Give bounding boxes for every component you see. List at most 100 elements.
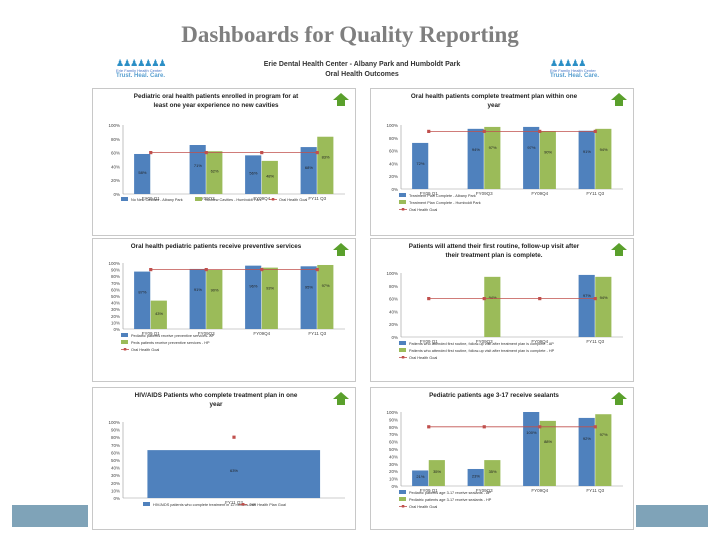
logo-left-name: Erie Family Health Center	[116, 68, 162, 73]
y-tick-label: 80%	[389, 136, 398, 141]
goal-marker	[538, 129, 542, 133]
chart-no-new-cavities: Pediatric oral health patients enrolled …	[108, 93, 349, 202]
green-up-arrow-icon	[611, 243, 627, 256]
y-tick-label: 90%	[111, 268, 120, 273]
bar-data-label: 88%	[544, 439, 552, 444]
bar-data-label: 71%	[194, 163, 202, 168]
legend-swatch	[121, 340, 128, 344]
y-tick-label: 30%	[111, 307, 120, 312]
bar-data-label: 94%	[489, 295, 497, 300]
goal-marker	[593, 425, 597, 429]
bar	[147, 450, 321, 498]
y-tick-label: 20%	[389, 174, 398, 179]
y-tick-label: 40%	[111, 466, 120, 471]
bar	[578, 274, 595, 337]
legend-label: Patients who attended first routine, fol…	[409, 349, 555, 353]
y-tick-label: 100%	[386, 123, 398, 128]
legend-goal-marker	[401, 356, 405, 359]
goal-marker	[315, 268, 319, 272]
chart-title-line: their treatment plan is complete.	[446, 252, 543, 259]
bar	[539, 131, 556, 189]
bar-data-label: 90%	[544, 149, 552, 154]
x-tick-label: FY09 Q1	[420, 488, 439, 493]
y-tick-label: 60%	[111, 151, 120, 156]
bar-data-label: 97%	[527, 145, 535, 150]
legend-label: HIV/AIDS patients who complete treatment…	[153, 503, 256, 507]
bar	[134, 271, 151, 329]
legend-goal-marker	[271, 198, 275, 201]
bar	[484, 126, 501, 189]
bar	[523, 412, 540, 486]
y-tick-label: 20%	[111, 481, 120, 486]
goal-marker	[427, 129, 431, 133]
legend-goal-marker	[401, 208, 405, 211]
y-tick-label: 100%	[108, 420, 120, 425]
goal-marker	[149, 268, 153, 272]
bar	[467, 128, 484, 189]
y-tick-label: 40%	[389, 309, 398, 314]
x-tick-label: FY09Q4	[253, 196, 270, 201]
goal-marker	[538, 297, 542, 301]
x-tick-label: FY11 Q3	[586, 339, 604, 344]
logo-right: ♟♟♟♟♟ Erie Family Health Center Trust. H…	[550, 58, 618, 84]
x-tick-label: FY09Q4	[253, 331, 270, 336]
bar	[206, 269, 223, 329]
bar-data-label: 97%	[583, 293, 591, 298]
logo-left: ♟♟♟♟♟♟♟ Erie Family Health Center Trust.…	[116, 58, 184, 84]
legend-swatch	[121, 197, 128, 201]
x-tick-label: FY09Q3	[198, 331, 215, 336]
slide-title: Dashboards for Quality Reporting	[181, 22, 519, 47]
legend-label: Treatment Plan Complete - Humboldt Park	[409, 201, 481, 205]
y-tick-label: 90%	[111, 428, 120, 433]
document-subtitle: Oral Health Outcomes	[325, 71, 399, 78]
x-tick-label: FY09Q3	[476, 488, 493, 493]
y-tick-label: 0%	[391, 335, 398, 340]
green-up-arrow-icon	[611, 93, 627, 106]
bar	[150, 300, 167, 329]
chart-treatment-plan: Oral health patients complete treatment …	[386, 93, 627, 212]
legend-label: Oral Health Goal	[131, 348, 159, 352]
chart-panel-no-new-cavities: Pediatric oral health patients enrolled …	[92, 88, 356, 236]
bar-data-label: 91%	[194, 287, 202, 292]
bar-data-label: 56%	[249, 171, 257, 176]
legend-goal-marker	[241, 503, 245, 506]
bar	[578, 417, 595, 486]
bar	[261, 267, 278, 329]
bar	[261, 160, 278, 194]
x-tick-label: FY11 Q3	[308, 331, 326, 336]
y-tick-label: 40%	[389, 454, 398, 459]
bar-data-label: 83%	[322, 155, 330, 160]
bar	[317, 136, 334, 194]
x-tick-label: FY09Q4	[531, 339, 548, 344]
x-tick-label: FY11 Q3	[586, 191, 604, 196]
bar-data-label: 94%	[472, 147, 480, 152]
bar	[317, 264, 334, 329]
x-tick-label: FY09Q4	[531, 488, 548, 493]
goal-marker	[260, 268, 264, 272]
legend-label: Oral Health Plan Goal	[249, 503, 286, 507]
chart-title-line: HIV/AIDS Patients who complete treatment…	[135, 392, 298, 399]
x-tick-label: FY09Q3	[476, 191, 493, 196]
legend-label: Oral Health Goal	[409, 208, 437, 212]
bar-data-label: 92%	[583, 436, 591, 441]
bar	[484, 276, 501, 337]
bar-data-label: 90%	[211, 288, 219, 293]
bar-data-label: 63%	[230, 468, 238, 473]
y-tick-label: 0%	[113, 192, 120, 197]
bar	[595, 414, 612, 486]
logo-right-tagline: Trust. Heal. Care.	[550, 73, 600, 79]
chart-title-line: Oral health patients complete treatment …	[411, 93, 578, 100]
y-tick-label: 100%	[386, 410, 398, 415]
y-tick-label: 100%	[386, 271, 398, 276]
x-tick-label: FY11 Q3	[225, 500, 243, 505]
chart-sealants: Pediatric patients age 3-17 receive seal…	[386, 392, 627, 509]
y-tick-label: 80%	[111, 274, 120, 279]
x-tick-label: FY11 Q3	[586, 488, 604, 493]
legend-label: Pediatric patients age 3-17 receive seal…	[409, 498, 492, 502]
goal-marker	[427, 425, 431, 429]
legend-swatch	[399, 200, 406, 204]
legend-label: Pediatric patients receive preventive se…	[131, 334, 215, 338]
bar-data-label: 97%	[489, 145, 497, 150]
bar	[245, 265, 262, 329]
bar-data-label: 62%	[211, 169, 219, 174]
